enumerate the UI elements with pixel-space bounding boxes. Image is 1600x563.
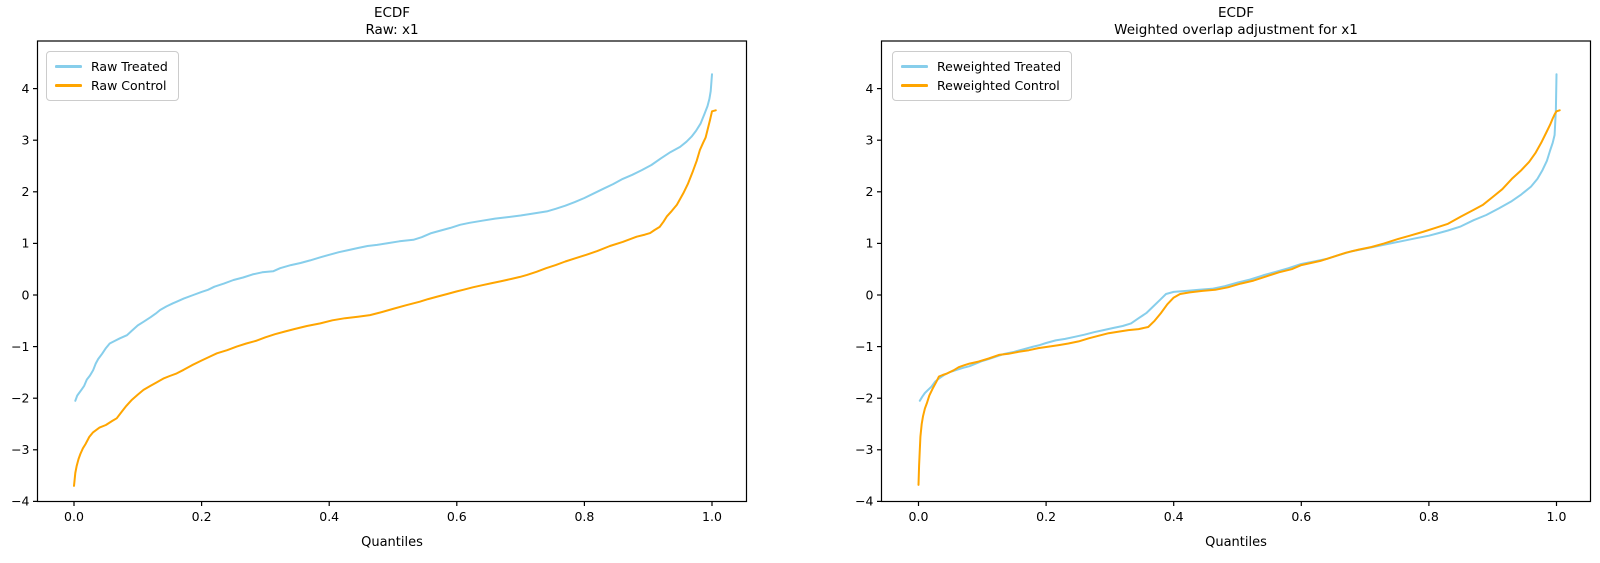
y-tick-label: −3 [855, 442, 873, 457]
y-tick-label: 1 [22, 236, 30, 251]
y-tick-label: 0 [866, 287, 874, 302]
legend-line-sample-control [901, 84, 928, 87]
legend-label: Raw Treated [91, 59, 168, 74]
series-line-reweighted-treated [918, 73, 1558, 402]
legend-line-sample-treated [901, 65, 928, 68]
y-tick-label: 2 [22, 184, 30, 199]
y-tick-label: 4 [866, 81, 874, 96]
x-tick-label: 0.2 [192, 509, 212, 524]
legend-item: Raw Treated [55, 57, 168, 76]
x-tick-label: 0.4 [1164, 509, 1184, 524]
y-tick-label: −4 [855, 494, 873, 509]
x-tick-label: 0.6 [1291, 509, 1311, 524]
legend-line-sample-treated [55, 65, 82, 68]
legend-label: Reweighted Control [937, 78, 1060, 93]
legend-label: Reweighted Treated [937, 59, 1062, 74]
y-tick-label: 0 [22, 287, 30, 302]
y-tick-label: −4 [11, 494, 29, 509]
left-title-line1: ECDF [373, 5, 411, 21]
x-tick-label: 0.8 [1419, 509, 1439, 524]
left-legend: Raw Treated Raw Control [46, 51, 179, 101]
right-legend: Reweighted Treated Reweighted Control [892, 51, 1073, 101]
y-tick-label: −1 [855, 339, 873, 354]
x-tick-label: 0.4 [319, 509, 339, 524]
legend-line-sample-control [55, 84, 82, 87]
left-x-axis-label: Quantiles [361, 535, 423, 550]
y-tick-label: 1 [866, 236, 874, 251]
x-tick-label: 0.8 [574, 509, 594, 524]
legend-item: Reweighted Control [901, 76, 1061, 95]
legend-item: Raw Control [55, 76, 168, 95]
x-tick-label: 0.0 [64, 509, 84, 524]
legend-item: Reweighted Treated [901, 57, 1061, 76]
y-tick-label: 3 [866, 133, 874, 148]
right-chart-title: ECDF Weighted overlap adjustment for x1 [881, 5, 1591, 38]
x-tick-label: 1.0 [702, 509, 722, 524]
x-tick-label: 0.2 [1036, 509, 1056, 524]
y-tick-label: −1 [11, 339, 29, 354]
left-title-line2: Raw: x1 [365, 21, 419, 38]
right-x-axis-label: Quantiles [1205, 535, 1267, 550]
axes-frame [880, 40, 1592, 503]
x-tick-label: 0.6 [447, 509, 467, 524]
series-line-raw-treated [74, 73, 713, 402]
x-tick-label: 0.0 [909, 509, 929, 524]
y-tick-label: 3 [22, 133, 30, 148]
right-title-line2: Weighted overlap adjustment for x1 [1114, 21, 1358, 38]
right-title-line1: ECDF [1217, 5, 1255, 21]
series-line-reweighted-control [917, 109, 1561, 486]
y-tick-label: −2 [11, 391, 29, 406]
series-line-raw-control [73, 109, 717, 487]
x-tick-label: 1.0 [1547, 509, 1567, 524]
y-tick-label: −3 [11, 442, 29, 457]
left-chart-title: ECDF Raw: x1 [37, 5, 747, 38]
y-tick-label: 4 [22, 81, 30, 96]
y-tick-label: 2 [866, 184, 874, 199]
y-tick-label: −2 [855, 391, 873, 406]
legend-label: Raw Control [91, 78, 167, 93]
axes-frame [36, 40, 748, 503]
